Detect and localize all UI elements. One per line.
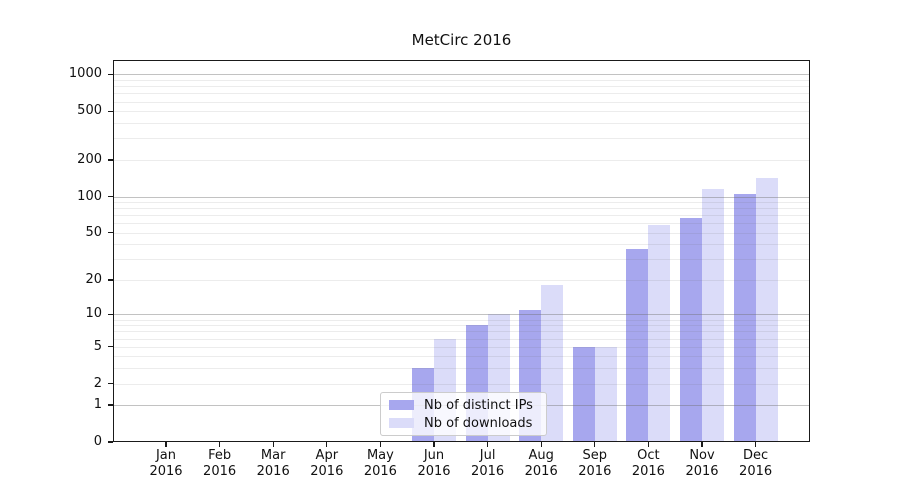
x-tick-mark <box>594 442 596 447</box>
x-tick-month: Jun <box>423 448 445 463</box>
x-tick-label: Feb 2016 <box>193 448 247 480</box>
x-tick-label: May 2016 <box>353 448 407 480</box>
x-tick-year: 2016 <box>471 464 505 479</box>
chart-title: MetCirc 2016 <box>411 31 512 49</box>
x-tick-month: Sep <box>582 448 608 463</box>
y-tick-label: 100 <box>77 188 102 204</box>
x-tick-month: Jan <box>155 448 177 463</box>
x-tick-mark <box>647 442 650 447</box>
bar-downloads <box>648 225 671 442</box>
x-tick-year: 2016 <box>310 464 344 479</box>
x-tick-month: May <box>366 448 394 463</box>
x-tick-month: Nov <box>689 448 715 463</box>
x-tick-label: Apr 2016 <box>300 448 354 480</box>
x-tick-year: 2016 <box>363 464 397 479</box>
bar-downloads <box>702 189 724 442</box>
x-tick-month: Apr <box>315 448 339 463</box>
x-tick-year: 2016 <box>578 464 612 479</box>
x-tick-label: Sep 2016 <box>568 448 622 480</box>
x-tick-year: 2016 <box>149 464 183 479</box>
x-tick-month: Feb <box>208 448 232 463</box>
x-tick-label: Jan 2016 <box>139 448 193 480</box>
y-tick-mark <box>108 441 113 443</box>
y-tick-label: 500 <box>77 103 102 119</box>
x-tick-mark <box>754 442 757 447</box>
x-tick-label: Aug 2016 <box>514 448 568 480</box>
x-tick-label: Jul 2016 <box>461 448 515 480</box>
x-tick-mark <box>379 442 382 447</box>
x-tick-mark <box>218 442 221 447</box>
y-tick-label: 0 <box>93 434 102 449</box>
y-tick-label: 1000 <box>68 66 102 82</box>
y-tick-label: 2 <box>93 375 102 391</box>
y-tick-mark <box>108 73 113 76</box>
y-tick-mark <box>108 232 113 234</box>
y-tick-label: 200 <box>77 151 102 167</box>
bar-distinct-ips <box>572 346 595 442</box>
legend: Nb of distinct IPs Nb of downloads <box>380 392 547 436</box>
x-tick-year: 2016 <box>524 464 558 479</box>
x-tick-label: Mar 2016 <box>246 448 300 480</box>
y-tick-label: 20 <box>85 272 102 287</box>
x-tick-label: Oct 2016 <box>621 448 675 480</box>
x-tick-mark <box>272 442 274 447</box>
x-tick-year: 2016 <box>203 464 237 479</box>
bar-downloads <box>755 177 778 442</box>
x-tick-month: Aug <box>528 448 554 463</box>
legend-swatch-distinct-ips <box>389 400 414 410</box>
x-tick-year: 2016 <box>685 464 719 479</box>
x-tick-month: Mar <box>260 448 286 463</box>
x-tick-label: Dec 2016 <box>729 448 783 480</box>
y-tick-label: 10 <box>85 306 102 322</box>
x-tick-label: Jun 2016 <box>407 448 461 480</box>
plot-area <box>113 60 810 442</box>
bar-distinct-ips <box>626 248 649 442</box>
y-tick-mark <box>108 159 113 161</box>
x-tick-month: Oct <box>637 448 660 463</box>
y-tick-mark <box>108 313 113 316</box>
y-tick-mark <box>108 404 113 406</box>
x-tick-year: 2016 <box>739 464 773 479</box>
x-tick-label: Nov 2016 <box>675 448 729 480</box>
x-tick-year: 2016 <box>417 464 451 479</box>
bar-downloads <box>594 346 617 442</box>
y-tick-label: 1 <box>93 397 102 413</box>
bar-layer <box>113 60 810 442</box>
y-tick-mark <box>108 346 113 348</box>
y-tick-mark <box>108 279 113 281</box>
x-tick-month: Jul <box>479 448 496 463</box>
x-tick-mark <box>326 442 328 447</box>
x-tick-year: 2016 <box>256 464 290 479</box>
y-tick-mark <box>108 382 113 385</box>
bar-distinct-ips <box>680 217 702 442</box>
x-tick-mark <box>433 442 435 447</box>
x-tick-mark <box>165 442 167 447</box>
y-tick-mark <box>108 110 113 112</box>
y-tick-label: 50 <box>85 224 102 240</box>
legend-label-downloads: Nb of downloads <box>424 415 533 431</box>
legend-label-distinct-ips: Nb of distinct IPs <box>424 397 533 413</box>
bar-distinct-ips <box>733 194 756 442</box>
y-tick-label: 5 <box>93 338 102 354</box>
legend-row-downloads: Nb of downloads <box>381 416 546 431</box>
x-tick-month: Dec <box>743 448 769 463</box>
x-tick-year: 2016 <box>631 464 665 479</box>
legend-row-distinct-ips: Nb of distinct IPs <box>381 398 546 413</box>
x-tick-mark <box>540 442 542 447</box>
legend-swatch-downloads <box>389 418 414 428</box>
y-tick-mark <box>108 195 113 198</box>
x-tick-mark <box>486 442 489 447</box>
x-tick-mark <box>701 442 703 447</box>
